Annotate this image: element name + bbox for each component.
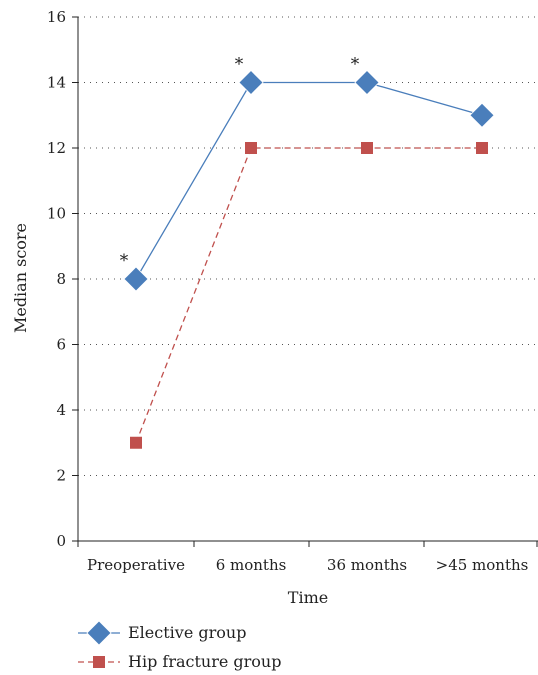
series-hip-fracture-group [130,142,488,449]
square-marker [130,436,142,449]
significance-asterisk: * [120,251,129,271]
x-tick-label: >45 months [436,556,529,574]
y-axis-title: Median score [11,223,30,333]
x-tick-label: 6 months [216,556,287,574]
significance-asterisk: * [235,55,244,75]
y-tick-label: 0 [56,532,66,550]
y-tick-label: 16 [47,8,66,26]
y-tick-label: 2 [56,467,66,485]
legend-item: Elective group [78,620,246,646]
series-group [123,69,495,449]
legend: Elective group Hip fracture group [78,620,281,671]
significance-asterisk: * [351,55,360,75]
legend-item: Hip fracture group [78,652,281,671]
y-tick-label: 6 [56,336,66,354]
legend-label: Hip fracture group [128,652,281,671]
legend-marker [93,656,105,668]
y-tick-label: 8 [56,270,66,288]
series-line [135,81,483,280]
diamond-marker [123,266,149,292]
legend-label: Elective group [128,623,246,642]
y-tick-label: 14 [47,74,66,92]
diamond-marker [354,69,380,96]
y-tick-label: 4 [56,401,66,419]
y-tick-label: 10 [47,205,66,223]
x-tick-labels: Preoperative 6 months 36 months >45 months [87,556,528,574]
diamond-marker [238,69,264,96]
diamond-marker [469,102,495,128]
square-marker [361,142,373,154]
series-elective-group [123,69,495,292]
square-marker [245,142,257,154]
x-tick-label: 36 months [327,556,407,574]
grid-lines [78,16,538,476]
axes [72,16,538,547]
x-axis-title: Time [288,588,328,607]
series-line [135,147,482,443]
y-tick-label: 12 [47,139,66,157]
y-tick-labels: 0 2 4 6 8 10 12 14 16 [47,8,66,550]
legend-marker [86,620,112,646]
square-marker [476,142,488,154]
annotation-group: * * * [120,55,360,272]
x-tick-label: Preoperative [87,556,185,574]
